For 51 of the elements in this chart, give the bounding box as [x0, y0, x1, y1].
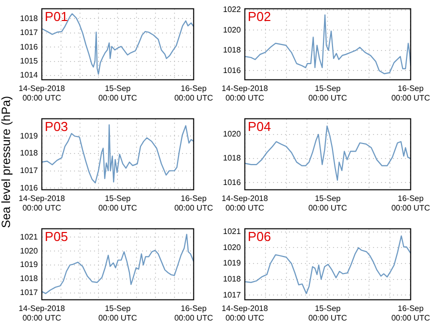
- y-tick-label: 1017: [20, 166, 38, 175]
- x-tick-label: 15-Sep 00:00 UTC: [308, 84, 348, 102]
- x-tick-label: 14-Sep-2018 00:00 UTC: [18, 304, 66, 322]
- y-tick-label: 1020: [223, 242, 242, 252]
- x-tick-label: 16-Sep 00:00 UTC: [174, 84, 214, 102]
- y-tick-label: 1018: [20, 274, 38, 284]
- y-tick-label: 1020: [223, 130, 242, 139]
- y-tick-label: 1018: [20, 14, 38, 23]
- y-tick-label: 1019: [20, 260, 38, 270]
- y-tick-label: 1018: [20, 148, 38, 158]
- y-tick-label: 1018: [223, 274, 242, 284]
- chart-title: P06: [248, 228, 271, 244]
- x-tick-label: 16-Sep 00:00 UTC: [391, 84, 430, 102]
- x-tick-label: 14-Sep-2018 00:00 UTC: [222, 304, 268, 322]
- y-tick-label: 1016: [223, 66, 242, 75]
- y-tick-label: 1020: [20, 246, 38, 256]
- y-tick-label: 1019: [20, 131, 38, 140]
- y-tick-label: 1016: [20, 183, 38, 192]
- x-tick-label: 16-Sep 00:00 UTC: [391, 194, 430, 212]
- x-tick-label: 15-Sep 00:00 UTC: [308, 194, 348, 212]
- y-tick-label: 1021: [223, 227, 242, 236]
- x-tick-label: 16-Sep 00:00 UTC: [174, 304, 214, 322]
- y-tick-label: 1019: [223, 258, 242, 268]
- y-tick-label: 1022: [223, 5, 242, 14]
- y-tick-label: 1015: [20, 56, 38, 66]
- x-tick-label: 14-Sep-2018 00:00 UTC: [222, 84, 268, 102]
- y-tick-label: 1017: [20, 288, 38, 298]
- x-tick-label: 16-Sep 00:00 UTC: [391, 304, 430, 322]
- x-tick-label: 15-Sep 00:00 UTC: [308, 304, 348, 322]
- x-tick-label: 15-Sep 00:00 UTC: [98, 84, 138, 102]
- x-tick-label: 16-Sep 00:00 UTC: [174, 194, 214, 212]
- chart-title: P01: [44, 8, 68, 24]
- y-tick-label: 1017: [223, 290, 242, 300]
- x-tick-label: 14-Sep-2018 00:00 UTC: [222, 194, 268, 212]
- y-tick-label: 1021: [20, 232, 38, 242]
- y-tick-label: 1020: [223, 25, 242, 34]
- chart-title: P04: [248, 118, 271, 134]
- x-tick-label: 15-Sep 00:00 UTC: [98, 304, 138, 322]
- y-axis-title: Sea level pressure (hPa): [0, 94, 13, 230]
- chart-title: P02: [248, 8, 271, 24]
- y-tick-label: 1016: [223, 178, 242, 187]
- y-tick-label: 1016: [20, 42, 38, 52]
- y-tick-label: 1017: [20, 28, 38, 38]
- y-tick-label: 1018: [223, 154, 242, 163]
- chart-title: P05: [44, 228, 68, 244]
- x-tick-label: 14-Sep-2018 00:00 UTC: [18, 194, 66, 212]
- chart-title: P03: [44, 118, 68, 134]
- x-tick-label: 15-Sep 00:00 UTC: [98, 194, 138, 212]
- x-tick-label: 14-Sep-2018 00:00 UTC: [18, 84, 66, 102]
- y-tick-label: 1014: [20, 70, 38, 80]
- y-tick-label: 1018: [223, 46, 242, 55]
